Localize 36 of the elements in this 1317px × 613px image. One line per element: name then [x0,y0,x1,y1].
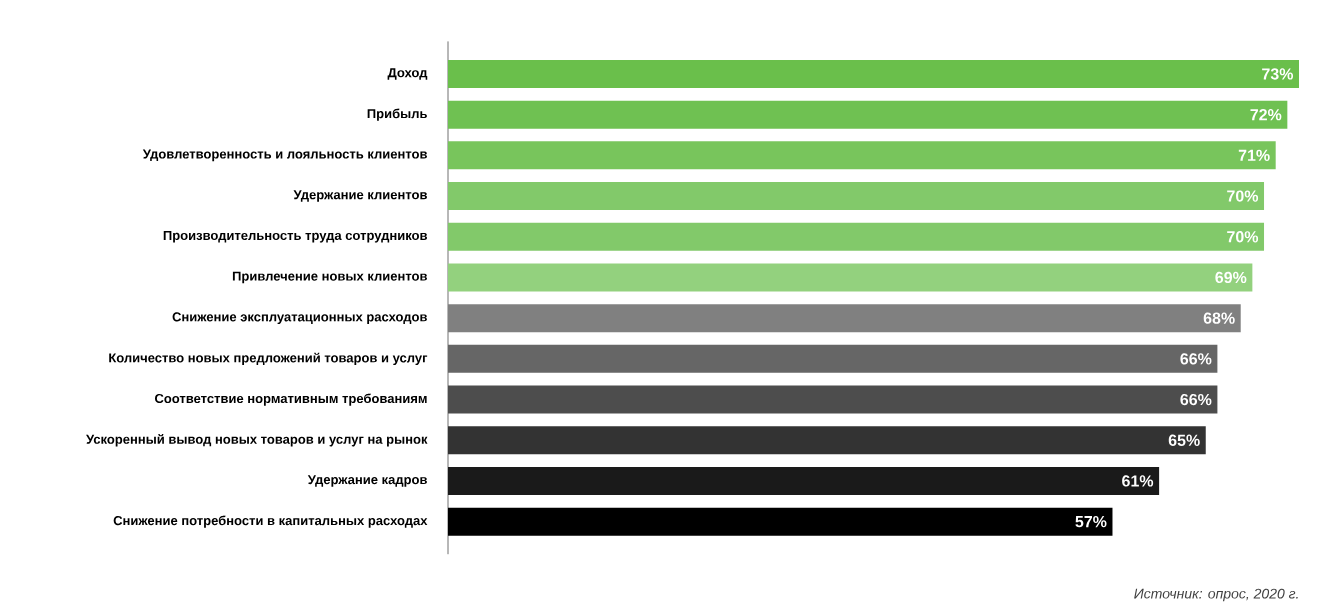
y-tick-label: Привлечение новых клиентов [232,271,427,284]
bar [448,344,1218,373]
bar [448,222,1265,251]
y-tick-label: Снижение эксплуатационных расходов [172,312,427,325]
data-label: 71% [1238,149,1270,161]
data-label: 57% [1075,516,1107,528]
bar [448,182,1265,211]
bar [448,507,1113,536]
bar [448,466,1160,495]
bar [448,304,1241,333]
y-tick-label: Удовлетворенность и лояльность клиентов [142,149,427,162]
bar [448,141,1276,170]
data-label: 70% [1227,231,1259,243]
data-label: 68% [1203,312,1235,324]
data-label: 65% [1168,434,1200,446]
data-label: 66% [1180,353,1212,365]
data-label: 70% [1227,190,1259,202]
y-tick-label: Соответствие нормативным требованиям [154,393,427,406]
y-tick-label: Снижение потребности в капитальных расходах [113,515,428,528]
text: Источник: опрос, 2020 г. [1134,588,1298,602]
data-label: 69% [1215,271,1247,284]
data-label: 72% [1250,109,1282,121]
data-label: 73% [1262,68,1294,80]
data-label: 61% [1122,475,1154,487]
y-tick-label: Производительность труда сотрудников [163,230,427,243]
bar [448,59,1300,88]
data-label: 66% [1180,393,1212,406]
y-tick-label: Прибыль [367,108,427,121]
y-tick-label: Ускоренный вывод новых товаров и услуг на рынок [86,434,428,447]
y-tick-label: Удержание клиентов [293,190,427,202]
bar [448,426,1206,455]
bar [448,263,1253,292]
y-tick-label: Удержание кадров [307,475,427,487]
y-tick-label: Количество новых предложений товаров и услуг [109,352,428,366]
y-tick-label: Доход [387,68,428,80]
bar [448,100,1288,129]
